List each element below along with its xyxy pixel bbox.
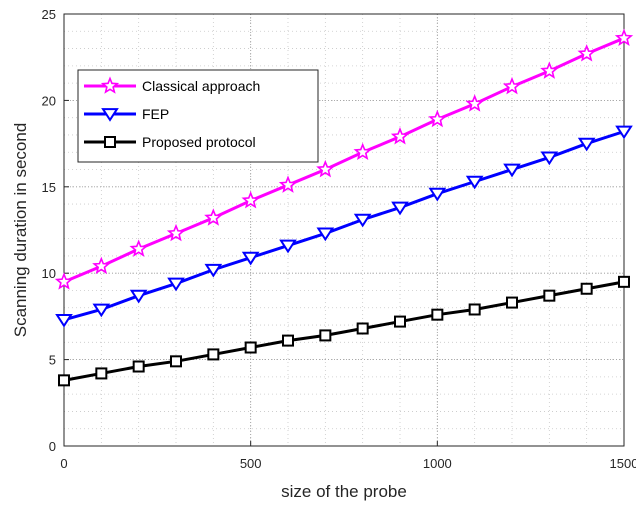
data-point — [431, 308, 444, 321]
data-point — [316, 159, 335, 178]
data-point — [540, 151, 559, 166]
y-axis-title: Scanning duration in second — [11, 123, 30, 338]
y-tick-label: 10 — [42, 266, 56, 281]
data-point — [170, 355, 182, 368]
data-point — [543, 289, 556, 302]
data-point — [428, 109, 447, 128]
data-point — [204, 208, 223, 226]
data-point — [204, 263, 223, 278]
legend-marker — [104, 136, 116, 148]
data-point — [319, 329, 332, 342]
y-tick-label: 5 — [49, 353, 56, 368]
series-0 — [54, 28, 634, 290]
data-point — [278, 175, 298, 193]
data-point — [129, 289, 148, 304]
series-group — [54, 28, 634, 387]
x-tick-label: 1000 — [423, 456, 452, 471]
legend-label: Proposed protocol — [142, 134, 256, 150]
x-tick-label: 500 — [240, 456, 262, 471]
legend-item: Proposed protocol — [84, 134, 256, 150]
legend-marker — [100, 76, 120, 94]
data-point — [540, 61, 559, 79]
data-point — [577, 44, 596, 62]
data-point — [580, 282, 593, 295]
series-line — [63, 130, 625, 322]
data-point — [394, 315, 406, 328]
data-point — [279, 239, 297, 254]
series-1 — [55, 125, 633, 328]
legend-item: Classical approach — [84, 76, 260, 94]
data-point — [465, 175, 484, 190]
legend: Classical approach FEP Proposed protocol — [77, 69, 319, 163]
legend-label: Classical approach — [142, 78, 260, 94]
data-point — [390, 127, 410, 145]
data-point — [132, 360, 145, 373]
data-point — [428, 187, 447, 202]
data-point — [356, 322, 369, 335]
plot-area — [63, 13, 625, 447]
y-tick-label: 20 — [42, 93, 56, 108]
data-point — [241, 251, 260, 266]
data-point — [58, 374, 70, 387]
data-point — [503, 163, 521, 178]
data-point — [353, 213, 372, 228]
data-point — [55, 313, 73, 328]
data-point — [244, 341, 257, 354]
x-axis-title: size of the probe — [281, 482, 407, 501]
data-point — [167, 277, 185, 292]
data-point — [502, 76, 522, 95]
y-axis: 0 5 10 15 20 25 — [42, 7, 69, 454]
y-tick-label: 0 — [49, 439, 56, 454]
data-point — [207, 348, 220, 361]
data-point — [54, 272, 74, 290]
legend-item: FEP — [84, 106, 169, 122]
data-point — [353, 142, 372, 161]
series-line — [63, 36, 625, 284]
x-axis: 0 500 1000 1500 — [60, 441, 636, 471]
legend-label: FEP — [142, 106, 169, 122]
data-point — [618, 275, 630, 288]
y-tick-label: 15 — [42, 180, 56, 195]
series-line — [63, 280, 625, 382]
data-point — [615, 125, 633, 140]
legend-marker — [101, 108, 119, 122]
data-point — [506, 296, 518, 309]
data-point — [465, 94, 484, 112]
data-point — [129, 239, 148, 257]
data-point — [391, 201, 409, 216]
y-tick-label: 25 — [42, 7, 56, 22]
data-point — [166, 223, 186, 242]
series-2 — [58, 275, 630, 387]
data-point — [614, 28, 634, 46]
data-point — [92, 256, 111, 275]
data-point — [95, 367, 108, 380]
data-point — [577, 137, 596, 152]
data-point — [282, 334, 294, 347]
x-tick-label: 0 — [60, 456, 67, 471]
data-point — [316, 227, 335, 242]
x-tick-label: 1500 — [610, 456, 636, 471]
data-point — [468, 303, 481, 316]
data-point — [92, 303, 111, 318]
data-point — [241, 190, 260, 209]
